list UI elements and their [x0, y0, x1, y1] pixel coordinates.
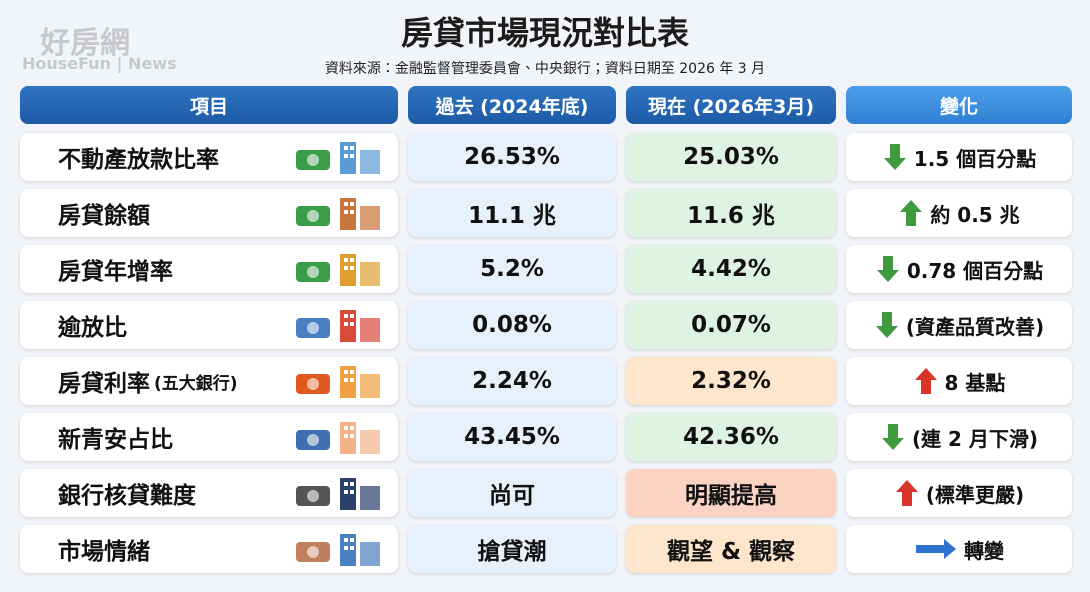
arrow-icon: [874, 310, 900, 340]
item-cell: 市場情緒: [20, 525, 398, 573]
icon: [288, 248, 388, 296]
icon: [288, 136, 388, 184]
past-cell: 43.45%: [408, 413, 616, 461]
past-cell: 搶貸潮: [408, 525, 616, 573]
item-cell: 房貸餘額: [20, 189, 398, 237]
arrow-icon: [898, 198, 924, 228]
change-cell: (標準更嚴): [846, 469, 1072, 517]
past-cell: 0.08%: [408, 301, 616, 349]
item-cell: 逾放比: [20, 301, 398, 349]
item-label: 不動產放款比率: [58, 147, 219, 173]
icon-art: [296, 478, 380, 510]
icon-art: [296, 310, 380, 342]
icon-art: [296, 534, 380, 566]
now-cell: 42.36%: [626, 413, 836, 461]
past-cell: 5.2%: [408, 245, 616, 293]
now-cell: 2.32%: [626, 357, 836, 405]
arrow-icon: [894, 478, 920, 508]
change-cell: (連 2 月下滑): [846, 413, 1072, 461]
item-label: 銀行核貸難度: [58, 483, 196, 509]
icon-art: [296, 422, 380, 454]
arrow-icon: [882, 142, 908, 172]
watermark-brand: 好房網: [40, 26, 130, 61]
change-cell: 8 基點: [846, 357, 1072, 405]
item-note: (五大銀行): [154, 373, 238, 394]
change-label: (標準更嚴): [925, 482, 1025, 507]
watermark-sub: HouseFun | News: [22, 54, 177, 73]
change-label: (資產品質改善): [905, 314, 1045, 339]
change-label: 轉變: [964, 538, 1004, 563]
item-cell: 房貸利率 (五大銀行): [20, 357, 398, 405]
arrow-icon: [914, 537, 958, 561]
now-cell: 明顯提高: [626, 469, 836, 517]
past-cell: 26.53%: [408, 133, 616, 181]
column-header: 過去 (2024年底): [408, 86, 616, 124]
change-label: 1.5 個百分點: [913, 146, 1037, 171]
past-cell: 11.1 兆: [408, 189, 616, 237]
icon: [288, 416, 388, 464]
icon-art: [296, 366, 380, 398]
now-cell: 11.6 兆: [626, 189, 836, 237]
item-label: 新青安占比: [58, 427, 173, 453]
change-cell: 轉變: [846, 525, 1072, 573]
column-header: 變化: [846, 86, 1072, 124]
item-label: 房貸餘額: [58, 203, 150, 229]
now-cell: 25.03%: [626, 133, 836, 181]
icon: [288, 360, 388, 408]
icon-art: [296, 142, 380, 174]
change-label: (連 2 月下滑): [911, 426, 1039, 451]
item-label: 房貸利率: [58, 371, 150, 397]
past-cell: 尚可: [408, 469, 616, 517]
item-cell: 房貸年增率: [20, 245, 398, 293]
icon: [288, 472, 388, 520]
item-cell: 銀行核貸難度: [20, 469, 398, 517]
icon-art: [296, 254, 380, 286]
change-label: 約 0.5 兆: [930, 202, 1020, 227]
item-cell: 不動產放款比率: [20, 133, 398, 181]
icon: [288, 192, 388, 240]
column-header: 項目: [20, 86, 398, 124]
icon-art: [296, 198, 380, 230]
item-cell: 新青安占比: [20, 413, 398, 461]
arrow-icon: [875, 254, 901, 284]
now-cell: 0.07%: [626, 301, 836, 349]
source: 資料來源：金融監督管理委員會、中央銀行；資料日期至 2026 年 3 月: [324, 61, 766, 77]
change-cell: 1.5 個百分點: [846, 133, 1072, 181]
arrow-icon: [880, 422, 906, 452]
title: 房貸市場現況對比表: [400, 14, 689, 52]
item-label: 逾放比: [58, 315, 127, 341]
column-header: 現在 (2026年3月): [626, 86, 836, 124]
now-cell: 觀望 & 觀察: [626, 525, 836, 573]
change-cell: 約 0.5 兆: [846, 189, 1072, 237]
arrow-icon: [913, 366, 939, 396]
change-label: 8 基點: [944, 370, 1006, 395]
past-cell: 2.24%: [408, 357, 616, 405]
icon: [288, 304, 388, 352]
change-label: 0.78 個百分點: [906, 258, 1044, 283]
icon: [288, 528, 388, 576]
change-cell: (資產品質改善): [846, 301, 1072, 349]
item-label: 房貸年增率: [58, 259, 173, 285]
change-cell: 0.78 個百分點: [846, 245, 1072, 293]
item-label: 市場情緒: [58, 539, 150, 565]
now-cell: 4.42%: [626, 245, 836, 293]
